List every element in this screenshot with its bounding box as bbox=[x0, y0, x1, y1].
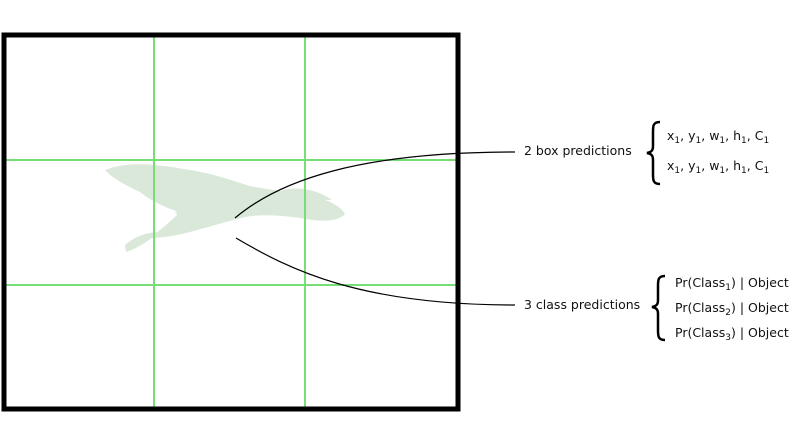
class-prediction-row-3: Pr(Class3) | Object bbox=[675, 325, 789, 343]
class-predictions-connector bbox=[235, 237, 516, 306]
image-frame bbox=[1, 32, 461, 412]
class-predictions-label: 3 class predictions bbox=[524, 297, 641, 312]
box-prediction-row-2: x1, y1, w1, h1, C1 bbox=[667, 158, 770, 176]
box-prediction-row-1: x1, y1, w1, h1, C1 bbox=[667, 128, 770, 146]
box-predictions-brace bbox=[646, 120, 661, 186]
grid-lines bbox=[4, 35, 458, 409]
class-predictions-brace bbox=[651, 274, 666, 342]
box-predictions-label: 2 box predictions bbox=[524, 143, 632, 158]
class-prediction-row-2: Pr(Class2) | Object bbox=[675, 300, 789, 318]
bird-image bbox=[105, 164, 345, 252]
class-prediction-row-1: Pr(Class1) | Object bbox=[675, 275, 789, 293]
box-predictions-connector bbox=[234, 151, 516, 219]
